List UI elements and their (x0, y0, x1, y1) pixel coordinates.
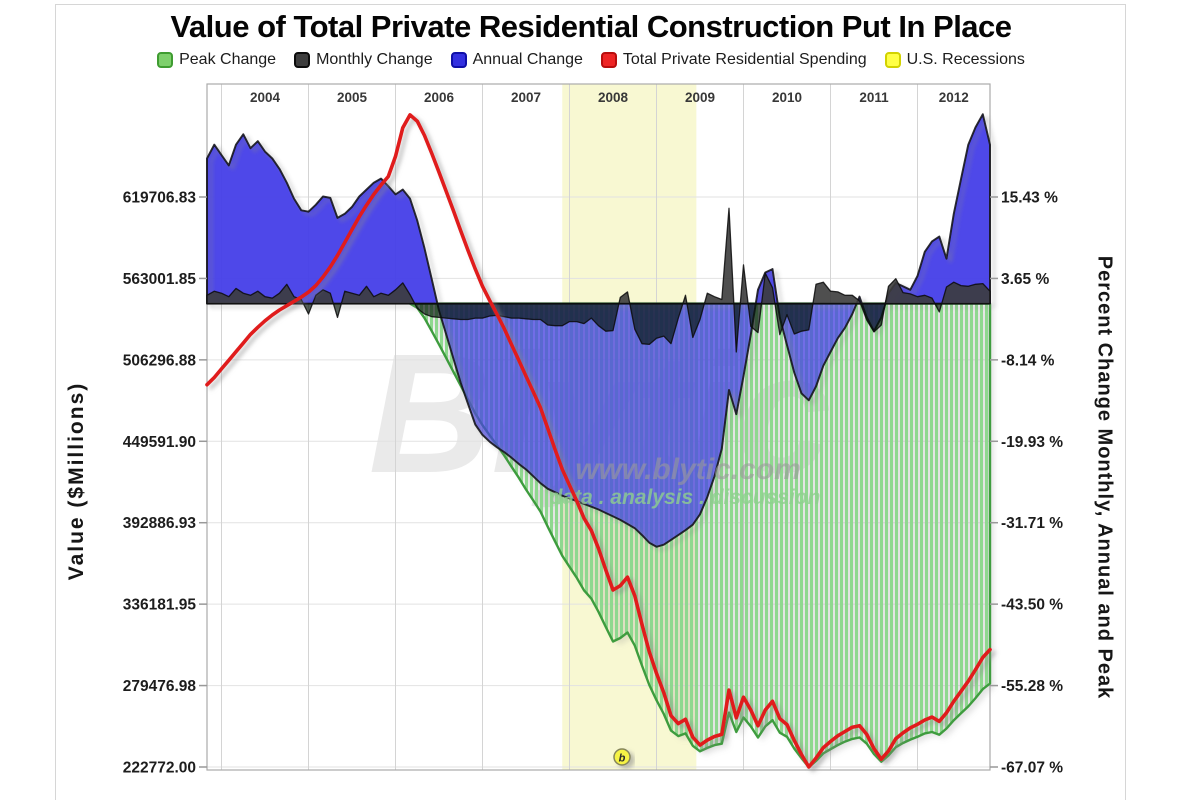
right-tick-label: -67.07 % (1001, 760, 1063, 777)
axis-ticks: 619706.83 15.43 % 563001.85 3.65 % 506296.88… (123, 190, 1064, 777)
year-label: 2004 (250, 90, 281, 105)
year-label: 2010 (772, 90, 802, 105)
legend-item-monthly-change: Monthly Change (294, 51, 433, 69)
left-tick-label: 222772.00 (123, 760, 196, 777)
year-label: 2009 (685, 90, 715, 105)
left-tick-label: 392886.93 (123, 515, 197, 532)
legend: Peak Change Monthly Change Annual Change To… (55, 51, 1127, 69)
right-tick-label: 3.65 % (1001, 271, 1049, 288)
svg-text:b: b (619, 753, 626, 765)
year-labels: 2004 2005 2006 2007 2008 2009 2010 2011 2012 (250, 90, 969, 105)
legend-swatch-icon (294, 52, 311, 68)
right-tick-label: -55.28 % (1001, 678, 1063, 695)
right-tick-label: -8.14 % (1001, 352, 1055, 369)
legend-label: Monthly Change (316, 51, 433, 68)
legend-swatch-icon (884, 52, 901, 68)
left-tick-label: 336181.95 (123, 597, 197, 614)
peak-change-outline (408, 302, 992, 769)
year-label: 2011 (859, 90, 889, 105)
legend-swatch-icon (157, 52, 174, 68)
chart-title: Value of Total Private Residential Const… (170, 9, 1012, 44)
right-tick-label: -19.93 % (1001, 434, 1063, 451)
right-tick-label: -43.50 % (1001, 597, 1063, 614)
legend-swatch-icon (450, 52, 467, 68)
left-tick-label: 619706.83 (123, 190, 197, 207)
year-label: 2007 (511, 90, 541, 105)
right-tick-label: -31.71 % (1001, 515, 1063, 532)
right-tick-label: 15.43 % (1001, 190, 1058, 207)
legend-item-u-s-recessions: U.S. Recessions (884, 51, 1025, 69)
left-tick-label: 449591.90 (123, 434, 196, 451)
year-label: 2008 (598, 90, 629, 105)
annual-change-area-negative (437, 303, 886, 547)
year-label: 2006 (424, 90, 455, 105)
left-tick-label: 279476.98 (123, 678, 197, 695)
year-label: 2005 (337, 90, 368, 105)
watermark-url-text: www.blytic.com (575, 453, 801, 486)
watermark-tagline-text: data . analysis . discussion (550, 486, 821, 509)
legend-label: Peak Change (179, 51, 277, 68)
legend-item-total-private-residential-spending: Total Private Residential Spending (600, 51, 867, 69)
monthly-change-area (207, 208, 990, 304)
monthly-change-outline (206, 207, 991, 353)
legend-item-peak-change: Peak Change (157, 51, 276, 69)
left-tick-label: 506296.88 (123, 352, 197, 369)
monthly-change-area-negative (303, 303, 942, 352)
legend-item-annual-change: Annual Change (450, 51, 583, 69)
legend-swatch-icon (600, 52, 617, 68)
blytic-marker-icon: b (613, 748, 631, 766)
legend-label: Total Private Residential Spending (622, 51, 867, 68)
legend-label: Annual Change (472, 51, 583, 68)
legend-label: U.S. Recessions (906, 51, 1025, 68)
annual-change-area (207, 114, 990, 304)
spending-line (205, 113, 992, 769)
left-tick-label: 563001.85 (123, 271, 197, 288)
year-label: 2012 (939, 90, 969, 105)
